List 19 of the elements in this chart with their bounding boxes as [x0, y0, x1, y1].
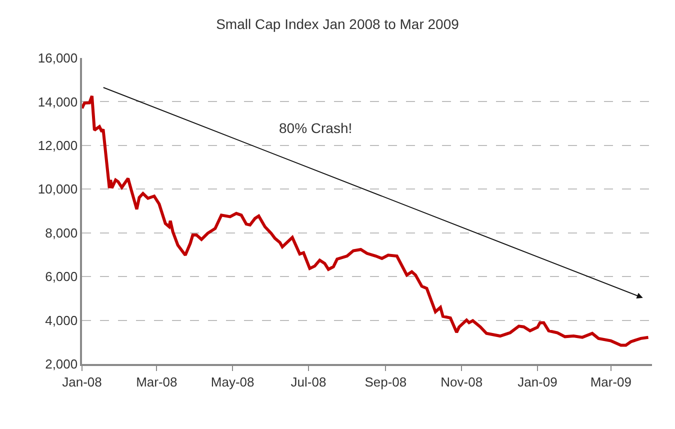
y-tick-label: 4,000 — [45, 312, 78, 328]
y-tick-label: 12,000 — [38, 138, 78, 153]
line-series — [82, 94, 650, 347]
x-tick-label: Mar-08 — [136, 374, 178, 390]
y-tick-label: 2,000 — [45, 356, 78, 372]
y-tick-label: 6,000 — [45, 269, 78, 284]
x-tick-label: Jan-09 — [518, 374, 558, 390]
y-tick-label: 8,000 — [45, 225, 78, 240]
y-tick-label: 16,000 — [38, 50, 78, 66]
y-tick-label: 10,000 — [38, 182, 78, 197]
x-tick-label: Sep-08 — [364, 374, 407, 390]
y-tick-label: 14,000 — [38, 94, 78, 110]
annotation: 80% Crash! — [279, 120, 352, 136]
x-tick-label: Nov-08 — [440, 374, 483, 390]
chart-title: Small Cap Index Jan 2008 to Mar 2009 — [216, 16, 460, 32]
x-tick-label: Jan-08 — [62, 374, 102, 390]
x-tick-label: May-08 — [210, 374, 254, 390]
x-tick-label: Mar-09 — [590, 374, 632, 390]
x-tick-label: Jul-08 — [290, 374, 326, 390]
